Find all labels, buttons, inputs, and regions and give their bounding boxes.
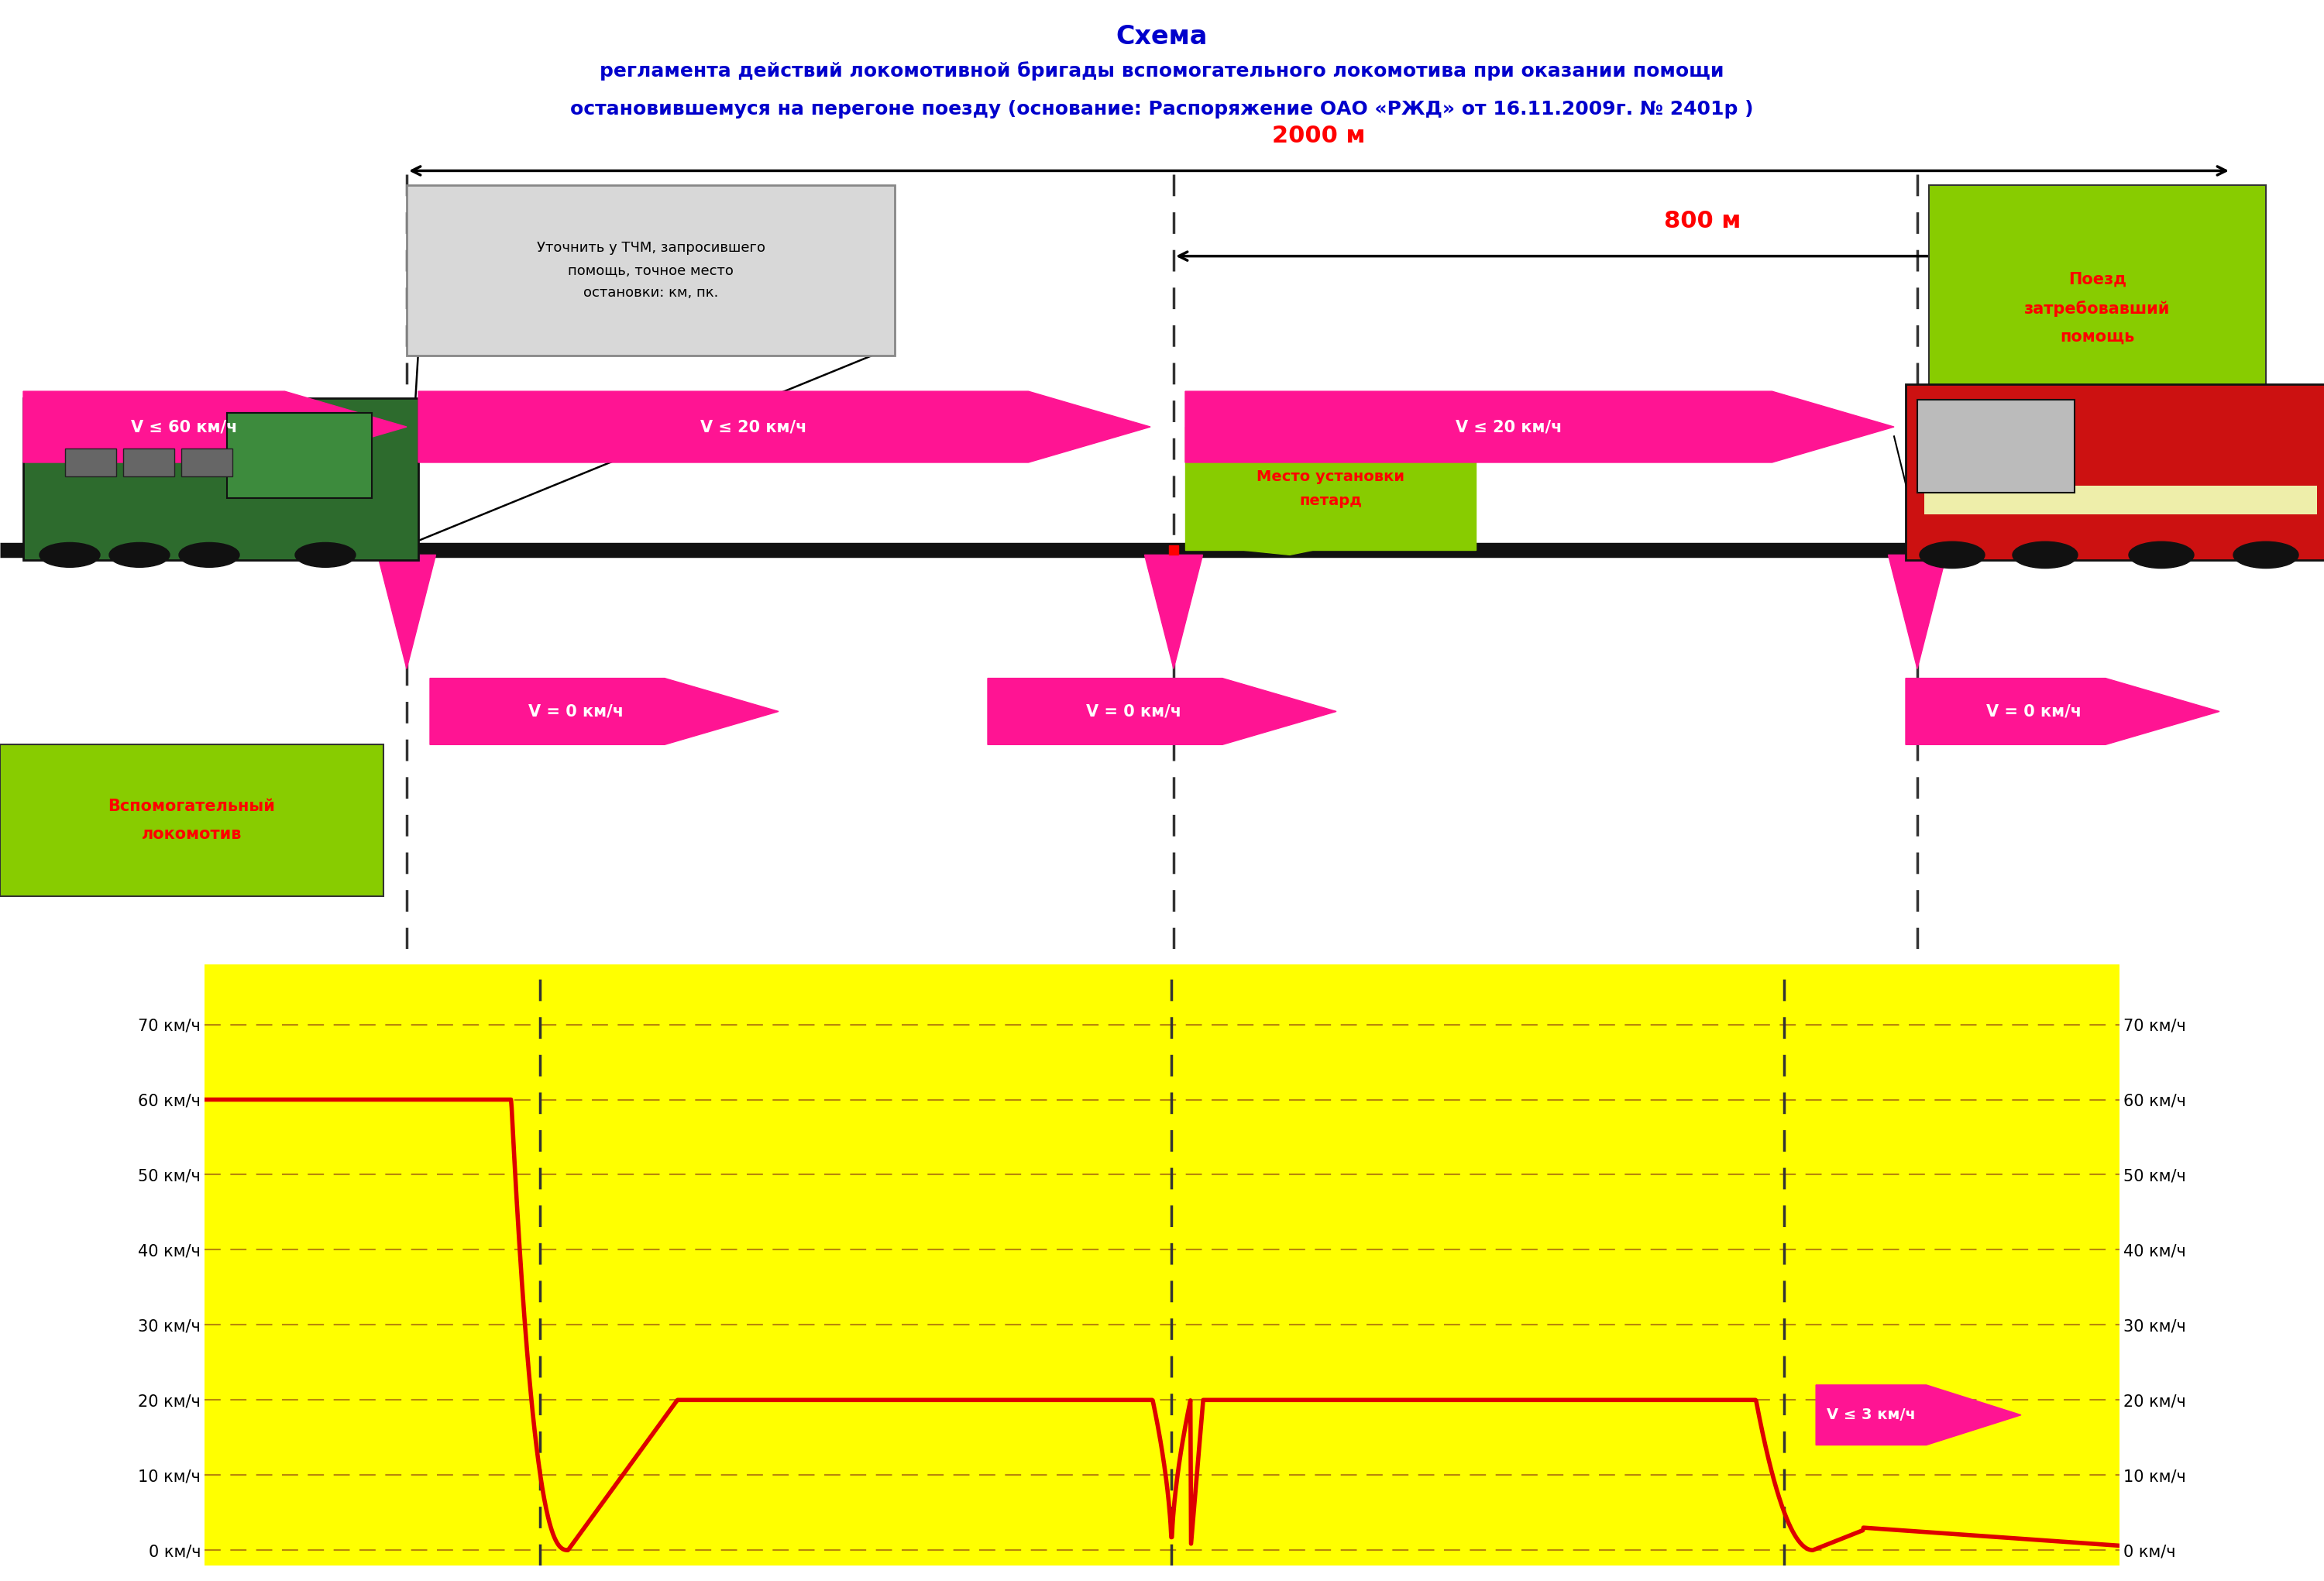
FancyBboxPatch shape (1185, 427, 1476, 550)
Polygon shape (23, 392, 407, 462)
Polygon shape (418, 392, 1150, 462)
Text: 2000 м: 2000 м (1271, 125, 1367, 147)
FancyBboxPatch shape (1924, 485, 2317, 514)
Text: V ≤ 20 км/ч: V ≤ 20 км/ч (1455, 419, 1562, 435)
Polygon shape (988, 678, 1336, 745)
Polygon shape (1815, 1385, 2022, 1445)
Text: 800 м: 800 м (1664, 210, 1741, 232)
FancyBboxPatch shape (123, 449, 174, 476)
Text: регламента действий локомотивной бригады вспомогательного локомотива при оказани: регламента действий локомотивной бригады… (600, 62, 1724, 81)
Circle shape (2129, 542, 2194, 568)
Polygon shape (376, 555, 437, 669)
FancyBboxPatch shape (65, 449, 116, 476)
Circle shape (179, 542, 239, 568)
FancyBboxPatch shape (407, 185, 895, 356)
Circle shape (2013, 542, 2078, 568)
FancyBboxPatch shape (0, 745, 383, 896)
Text: Вспомогательный
локомотив: Вспомогательный локомотив (109, 798, 274, 843)
Text: Схема: Схема (1116, 24, 1208, 49)
Polygon shape (1197, 545, 1336, 555)
Text: V ≤ 3 км/ч: V ≤ 3 км/ч (1827, 1407, 1915, 1423)
Text: Место установки
петард: Место установки петард (1257, 470, 1404, 508)
Polygon shape (1185, 392, 1894, 462)
Circle shape (40, 542, 100, 568)
FancyBboxPatch shape (1917, 400, 2075, 492)
FancyBboxPatch shape (2289, 430, 2324, 555)
Polygon shape (430, 678, 779, 745)
Polygon shape (1906, 678, 2219, 745)
Circle shape (2233, 542, 2298, 568)
FancyBboxPatch shape (228, 413, 372, 498)
Text: Поезд
затребовавший
помощь: Поезд затребовавший помощь (2024, 272, 2171, 345)
Text: V = 0 км/ч: V = 0 км/ч (1085, 704, 1181, 719)
Text: V ≤ 60 км/ч: V ≤ 60 км/ч (130, 419, 237, 435)
Text: V = 0 км/ч: V = 0 км/ч (1987, 704, 2082, 719)
Text: V = 0 км/ч: V = 0 км/ч (528, 704, 623, 719)
Text: V ≤ 20 км/ч: V ≤ 20 км/ч (700, 419, 806, 435)
FancyBboxPatch shape (1906, 384, 2324, 560)
FancyBboxPatch shape (1929, 185, 2266, 432)
Circle shape (109, 542, 170, 568)
FancyBboxPatch shape (23, 398, 418, 560)
Circle shape (295, 542, 356, 568)
Polygon shape (1887, 555, 1945, 669)
Text: 10 м: 10 м (1778, 427, 1827, 446)
Text: остановившемуся на перегоне поезду (основание: Распоряжение ОАО «РЖД» от 16.11.2: остановившемуся на перегоне поезду (осно… (569, 100, 1755, 119)
Text: Уточнить у ТЧМ, запросившего
помощь, точное место
остановки: км, пк.: Уточнить у ТЧМ, запросившего помощь, точ… (537, 240, 765, 300)
Circle shape (1920, 542, 1985, 568)
FancyBboxPatch shape (181, 449, 232, 476)
Polygon shape (1143, 555, 1204, 669)
